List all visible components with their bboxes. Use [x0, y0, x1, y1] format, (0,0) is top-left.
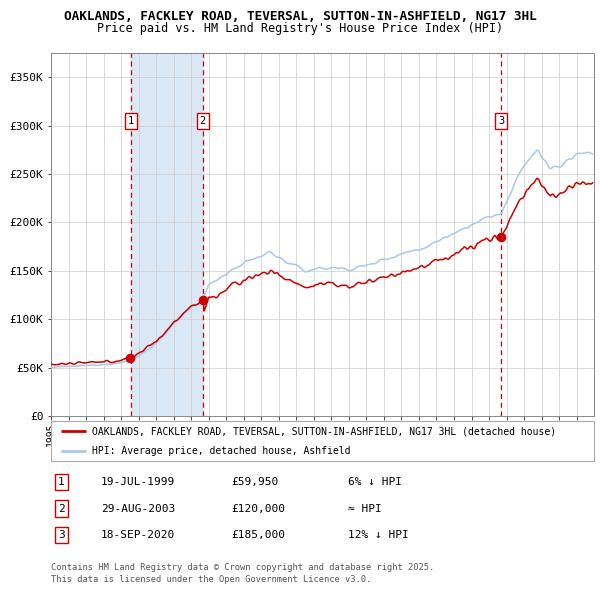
- Text: Contains HM Land Registry data © Crown copyright and database right 2025.: Contains HM Land Registry data © Crown c…: [51, 563, 434, 572]
- Text: 19-JUL-1999: 19-JUL-1999: [101, 477, 175, 487]
- Text: ≈ HPI: ≈ HPI: [348, 504, 382, 513]
- Text: HPI: Average price, detached house, Ashfield: HPI: Average price, detached house, Ashf…: [92, 447, 350, 456]
- Point: [125, 353, 134, 363]
- Text: 12% ↓ HPI: 12% ↓ HPI: [348, 530, 409, 540]
- FancyBboxPatch shape: [51, 421, 594, 461]
- Text: 2: 2: [58, 504, 65, 513]
- Point: [198, 295, 208, 304]
- Bar: [131, 53, 203, 416]
- Text: OAKLANDS, FACKLEY ROAD, TEVERSAL, SUTTON-IN-ASHFIELD, NG17 3HL: OAKLANDS, FACKLEY ROAD, TEVERSAL, SUTTON…: [64, 10, 536, 23]
- Text: 6% ↓ HPI: 6% ↓ HPI: [348, 477, 402, 487]
- Text: £120,000: £120,000: [231, 504, 285, 513]
- Point: [496, 232, 506, 242]
- Text: 18-SEP-2020: 18-SEP-2020: [101, 530, 175, 540]
- Text: 3: 3: [58, 530, 65, 540]
- Text: 3: 3: [499, 116, 505, 126]
- Text: This data is licensed under the Open Government Licence v3.0.: This data is licensed under the Open Gov…: [51, 575, 371, 584]
- Text: 1: 1: [58, 477, 65, 487]
- Text: £59,950: £59,950: [231, 477, 278, 487]
- Text: Price paid vs. HM Land Registry's House Price Index (HPI): Price paid vs. HM Land Registry's House …: [97, 22, 503, 35]
- Text: 2: 2: [200, 116, 206, 126]
- Text: OAKLANDS, FACKLEY ROAD, TEVERSAL, SUTTON-IN-ASHFIELD, NG17 3HL (detached house): OAKLANDS, FACKLEY ROAD, TEVERSAL, SUTTON…: [92, 427, 556, 436]
- Text: 29-AUG-2003: 29-AUG-2003: [101, 504, 175, 513]
- Text: 1: 1: [127, 116, 134, 126]
- Text: £185,000: £185,000: [231, 530, 285, 540]
